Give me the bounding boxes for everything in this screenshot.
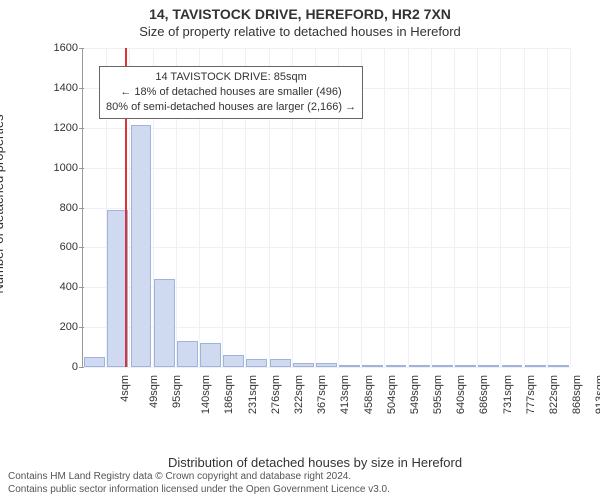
x-tick: 913sqm bbox=[595, 375, 600, 414]
page-subtitle: Size of property relative to detached ho… bbox=[0, 22, 600, 39]
histogram-bar bbox=[246, 359, 267, 367]
footer: Contains HM Land Registry data © Crown c… bbox=[8, 471, 390, 496]
y-tick: 400 bbox=[50, 281, 78, 293]
x-tick: 640sqm bbox=[455, 375, 467, 414]
gridline-v bbox=[500, 48, 501, 367]
x-tick: 95sqm bbox=[171, 375, 183, 408]
y-tick: 1000 bbox=[50, 162, 78, 174]
footer-line-1: Contains HM Land Registry data © Crown c… bbox=[8, 471, 390, 484]
histogram-bar bbox=[432, 365, 453, 367]
gridline-v bbox=[384, 48, 385, 367]
plot-region: 14 TAVISTOCK DRIVE: 85sqm ← 18% of detac… bbox=[82, 48, 570, 368]
histogram-bar bbox=[200, 343, 221, 367]
gridline-h bbox=[83, 128, 570, 129]
x-tick: 777sqm bbox=[525, 375, 537, 414]
gridline-v bbox=[408, 48, 409, 367]
gridline-h bbox=[83, 208, 570, 209]
gridline-v bbox=[477, 48, 478, 367]
chart-area: 14 TAVISTOCK DRIVE: 85sqm ← 18% of detac… bbox=[50, 44, 580, 424]
histogram-bar bbox=[223, 355, 244, 367]
histogram-bar bbox=[131, 125, 152, 367]
y-axis-label: Number of detached properties bbox=[0, 44, 6, 364]
gridline-h bbox=[83, 247, 570, 248]
histogram-bar bbox=[478, 365, 499, 367]
x-tick: 595sqm bbox=[432, 375, 444, 414]
annotation-line-3: 80% of semi-detached houses are larger (… bbox=[106, 100, 356, 115]
y-tick: 1200 bbox=[50, 122, 78, 134]
histogram-bar bbox=[293, 363, 314, 367]
page-title: 14, TAVISTOCK DRIVE, HEREFORD, HR2 7XN bbox=[0, 0, 600, 22]
y-tick: 600 bbox=[50, 241, 78, 253]
y-tick: 1400 bbox=[50, 82, 78, 94]
annotation-line-2: ← 18% of detached houses are smaller (49… bbox=[106, 85, 356, 100]
x-tick: 868sqm bbox=[571, 375, 583, 414]
histogram-bar bbox=[316, 363, 337, 367]
x-tick: 458sqm bbox=[363, 375, 375, 414]
gridline-h bbox=[83, 168, 570, 169]
gridline-h bbox=[83, 367, 570, 368]
x-tick: 731sqm bbox=[502, 375, 514, 414]
histogram-bar bbox=[455, 365, 476, 367]
histogram-bar bbox=[154, 279, 175, 367]
x-tick: 276sqm bbox=[270, 375, 282, 414]
x-axis-label: Distribution of detached houses by size … bbox=[50, 455, 580, 470]
x-tick: 4sqm bbox=[119, 375, 131, 402]
histogram-bar bbox=[386, 365, 407, 367]
footer-line-2: Contains public sector information licen… bbox=[8, 484, 390, 497]
x-tick: 186sqm bbox=[223, 375, 235, 414]
y-tick: 0 bbox=[50, 361, 78, 373]
y-tick: 1600 bbox=[50, 42, 78, 54]
y-tick: 200 bbox=[50, 321, 78, 333]
histogram-bar bbox=[362, 365, 383, 367]
x-tick: 413sqm bbox=[339, 375, 351, 414]
x-tick: 49sqm bbox=[148, 375, 160, 408]
x-tick: 686sqm bbox=[479, 375, 491, 414]
x-tick: 140sqm bbox=[200, 375, 212, 414]
gridline-h bbox=[83, 48, 570, 49]
gridline-v bbox=[547, 48, 548, 367]
x-tick: 231sqm bbox=[247, 375, 259, 414]
x-tick: 549sqm bbox=[409, 375, 421, 414]
x-tick: 322sqm bbox=[293, 375, 305, 414]
histogram-bar bbox=[177, 341, 198, 367]
gridline-v bbox=[431, 48, 432, 367]
histogram-bar bbox=[409, 365, 430, 367]
x-tick: 822sqm bbox=[548, 375, 560, 414]
annotation-box: 14 TAVISTOCK DRIVE: 85sqm ← 18% of detac… bbox=[99, 66, 363, 119]
histogram-bar bbox=[548, 365, 569, 367]
histogram-bar bbox=[84, 357, 105, 367]
histogram-bar bbox=[339, 365, 360, 367]
x-tick: 367sqm bbox=[316, 375, 328, 414]
y-tick: 800 bbox=[50, 202, 78, 214]
gridline-v bbox=[570, 48, 571, 367]
gridline-v bbox=[454, 48, 455, 367]
histogram-bar bbox=[525, 365, 546, 367]
annotation-line-1: 14 TAVISTOCK DRIVE: 85sqm bbox=[106, 70, 356, 85]
histogram-bar bbox=[502, 365, 523, 367]
gridline-v bbox=[524, 48, 525, 367]
x-tick: 504sqm bbox=[386, 375, 398, 414]
histogram-bar bbox=[270, 359, 291, 367]
